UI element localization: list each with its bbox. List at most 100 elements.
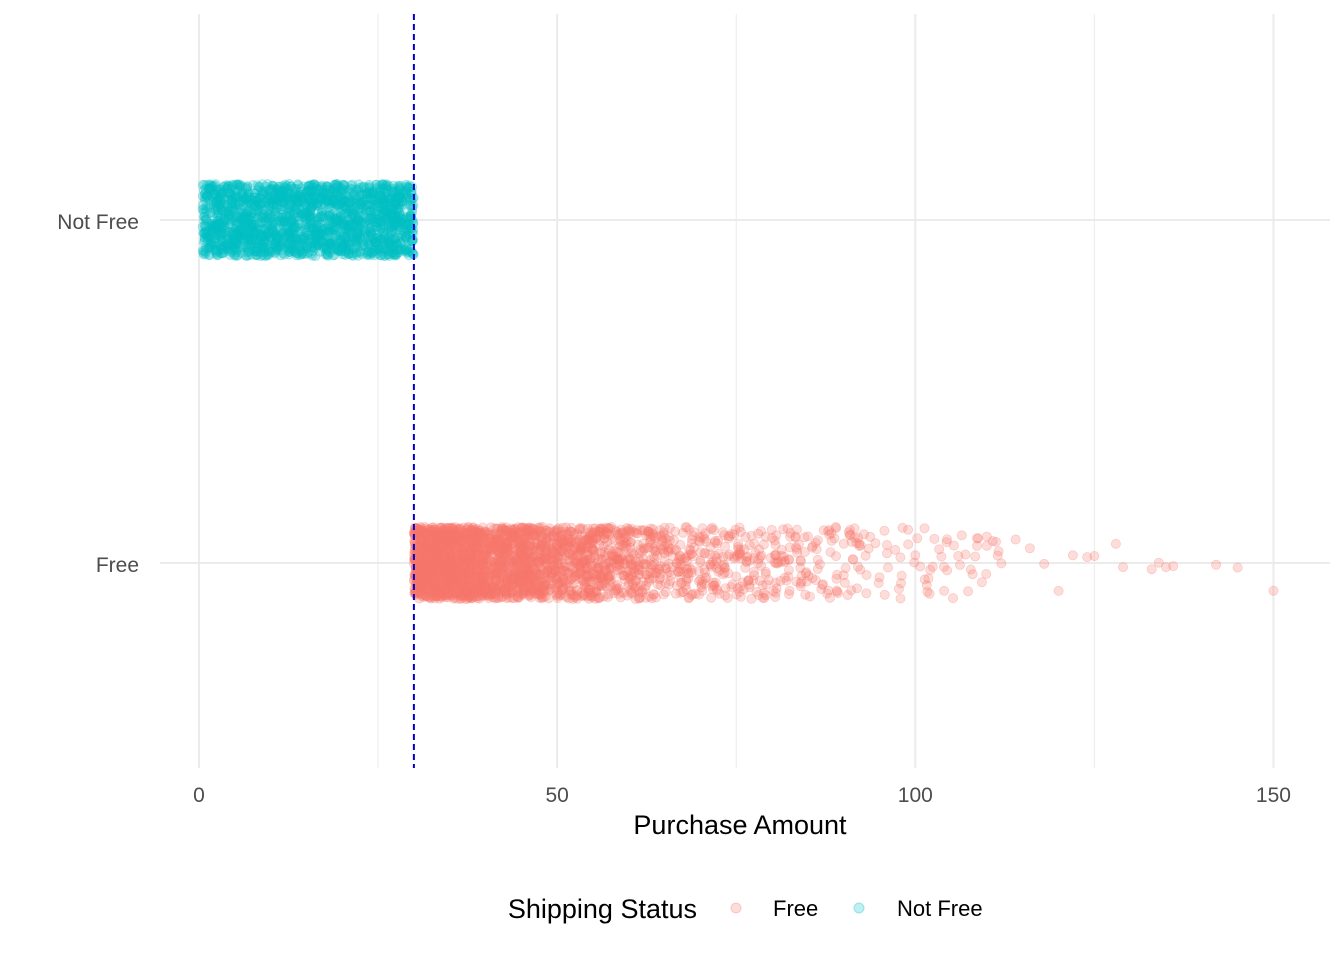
data-point bbox=[708, 559, 719, 570]
data-point bbox=[437, 564, 448, 575]
data-point bbox=[567, 589, 578, 600]
data-point bbox=[593, 580, 604, 591]
data-point bbox=[503, 583, 514, 594]
data-point bbox=[485, 540, 496, 551]
data-point bbox=[566, 534, 577, 545]
data-point bbox=[478, 552, 489, 563]
data-point bbox=[699, 548, 710, 559]
data-point bbox=[741, 556, 752, 567]
data-point bbox=[509, 567, 520, 578]
data-point bbox=[591, 586, 602, 597]
data-point bbox=[464, 575, 475, 586]
data-point bbox=[493, 591, 504, 602]
data-point bbox=[451, 542, 462, 553]
data-point bbox=[436, 587, 447, 598]
data-point bbox=[441, 536, 452, 547]
data-point bbox=[438, 570, 449, 581]
data-point bbox=[609, 551, 620, 562]
data-point bbox=[712, 585, 723, 596]
data-point bbox=[458, 570, 469, 581]
data-point bbox=[623, 553, 634, 564]
data-point bbox=[440, 542, 451, 553]
data-point bbox=[823, 585, 834, 596]
data-point bbox=[429, 528, 440, 539]
data-point bbox=[433, 588, 444, 599]
data-point bbox=[541, 541, 552, 552]
data-point bbox=[468, 545, 479, 556]
data-point bbox=[526, 530, 537, 541]
data-point bbox=[472, 547, 483, 558]
data-point bbox=[423, 585, 434, 596]
data-point bbox=[574, 535, 585, 546]
data-point bbox=[477, 557, 488, 568]
data-point bbox=[925, 564, 936, 575]
data-point bbox=[831, 551, 842, 562]
data-point bbox=[546, 538, 557, 549]
data-point bbox=[523, 541, 534, 552]
data-point bbox=[452, 572, 463, 583]
data-point bbox=[525, 552, 536, 563]
data-point bbox=[956, 530, 967, 541]
data-point bbox=[466, 524, 477, 535]
data-point bbox=[449, 592, 460, 603]
data-point bbox=[427, 551, 438, 562]
data-point bbox=[442, 569, 453, 580]
data-point bbox=[442, 577, 453, 588]
data-point bbox=[469, 534, 480, 545]
data-point bbox=[353, 183, 364, 194]
data-point bbox=[660, 587, 671, 598]
data-point bbox=[922, 586, 933, 597]
data-point bbox=[803, 570, 814, 581]
data-point bbox=[645, 534, 656, 545]
data-point bbox=[939, 561, 950, 572]
data-point bbox=[948, 540, 959, 551]
data-point bbox=[474, 527, 485, 538]
data-point bbox=[448, 554, 459, 565]
data-point bbox=[460, 588, 471, 599]
data-point bbox=[472, 563, 483, 574]
data-point bbox=[791, 576, 802, 587]
data-point bbox=[211, 248, 222, 259]
data-point bbox=[425, 574, 436, 585]
data-point bbox=[854, 538, 865, 549]
data-point bbox=[751, 587, 762, 598]
data-point bbox=[412, 562, 423, 573]
data-point bbox=[735, 591, 746, 602]
data-point bbox=[415, 584, 426, 595]
data-point bbox=[496, 557, 507, 568]
data-point bbox=[588, 527, 599, 538]
data-point bbox=[617, 540, 628, 551]
data-point bbox=[812, 554, 823, 565]
data-point bbox=[429, 559, 440, 570]
data-point bbox=[466, 567, 477, 578]
data-point bbox=[450, 522, 461, 533]
data-point bbox=[503, 554, 514, 565]
data-point bbox=[609, 545, 620, 556]
data-point bbox=[586, 576, 597, 587]
data-point bbox=[740, 562, 751, 573]
data-point bbox=[431, 574, 442, 585]
data-point bbox=[758, 539, 769, 550]
data-point bbox=[428, 531, 439, 542]
data-point bbox=[434, 547, 445, 558]
data-point bbox=[510, 556, 521, 567]
data-point bbox=[485, 522, 496, 533]
data-point bbox=[414, 575, 425, 586]
data-point bbox=[441, 581, 452, 592]
data-point bbox=[479, 581, 490, 592]
data-point bbox=[402, 244, 413, 255]
data-point bbox=[575, 545, 586, 556]
data-point bbox=[498, 585, 509, 596]
data-point bbox=[712, 538, 723, 549]
data-point bbox=[592, 558, 603, 569]
data-point bbox=[582, 571, 593, 582]
data-point bbox=[439, 556, 450, 567]
data-point bbox=[810, 537, 821, 548]
data-point bbox=[486, 570, 497, 581]
data-point bbox=[663, 546, 674, 557]
data-point bbox=[467, 592, 478, 603]
data-point bbox=[482, 590, 493, 601]
data-point bbox=[685, 549, 696, 560]
data-point bbox=[417, 563, 428, 574]
data-point bbox=[497, 555, 508, 566]
